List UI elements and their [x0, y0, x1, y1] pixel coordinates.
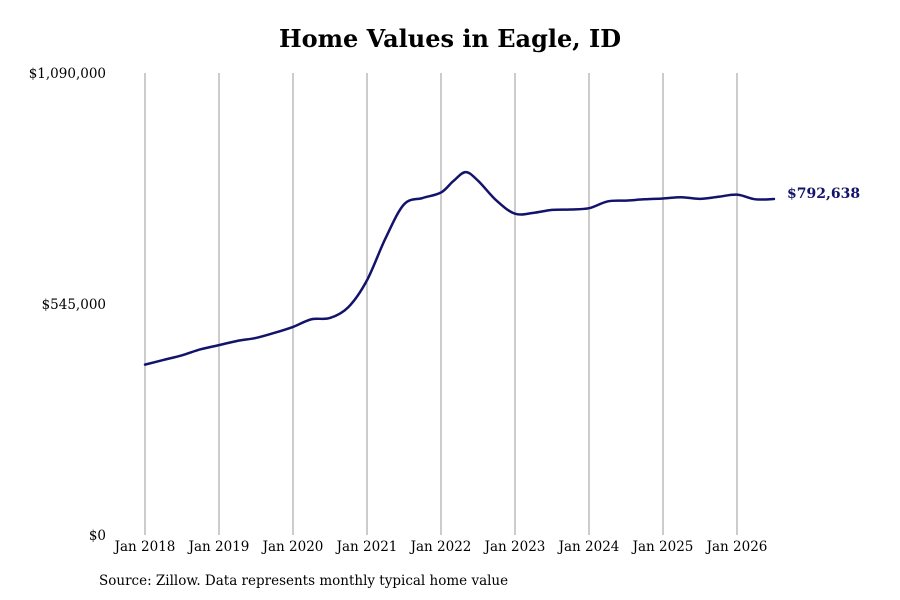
source-note: Source: Zillow. Data represents monthly … — [99, 573, 509, 589]
vertical-gridlines — [144, 73, 738, 535]
chart-title: Home Values in Eagle, ID — [278, 24, 622, 53]
y-axis: $0 $545,000 $1,090,000 — [29, 66, 106, 544]
x-tick-label: Jan 2019 — [187, 539, 250, 555]
y-tick-label: $1,090,000 — [29, 66, 106, 82]
series-line — [143, 170, 776, 366]
y-tick-label: $545,000 — [42, 297, 106, 313]
x-tick-label: Jan 2021 — [335, 539, 398, 555]
end-value-label: $792,638 — [787, 186, 860, 202]
x-tick-label: Jan 2022 — [409, 539, 472, 555]
x-tick-label: Jan 2023 — [483, 539, 546, 555]
x-tick-label: Jan 2024 — [557, 539, 620, 555]
y-tick-label: $0 — [89, 528, 106, 544]
series-layer: $792,638 — [143, 170, 860, 366]
x-tick-label: Jan 2018 — [113, 539, 176, 555]
x-tick-label: Jan 2020 — [261, 539, 324, 555]
x-tick-label: Jan 2026 — [705, 539, 768, 555]
x-axis: Jan 2018 Jan 2019 Jan 2020 Jan 2021 Jan 2022… — [113, 539, 768, 555]
x-tick-label: Jan 2025 — [631, 539, 694, 555]
